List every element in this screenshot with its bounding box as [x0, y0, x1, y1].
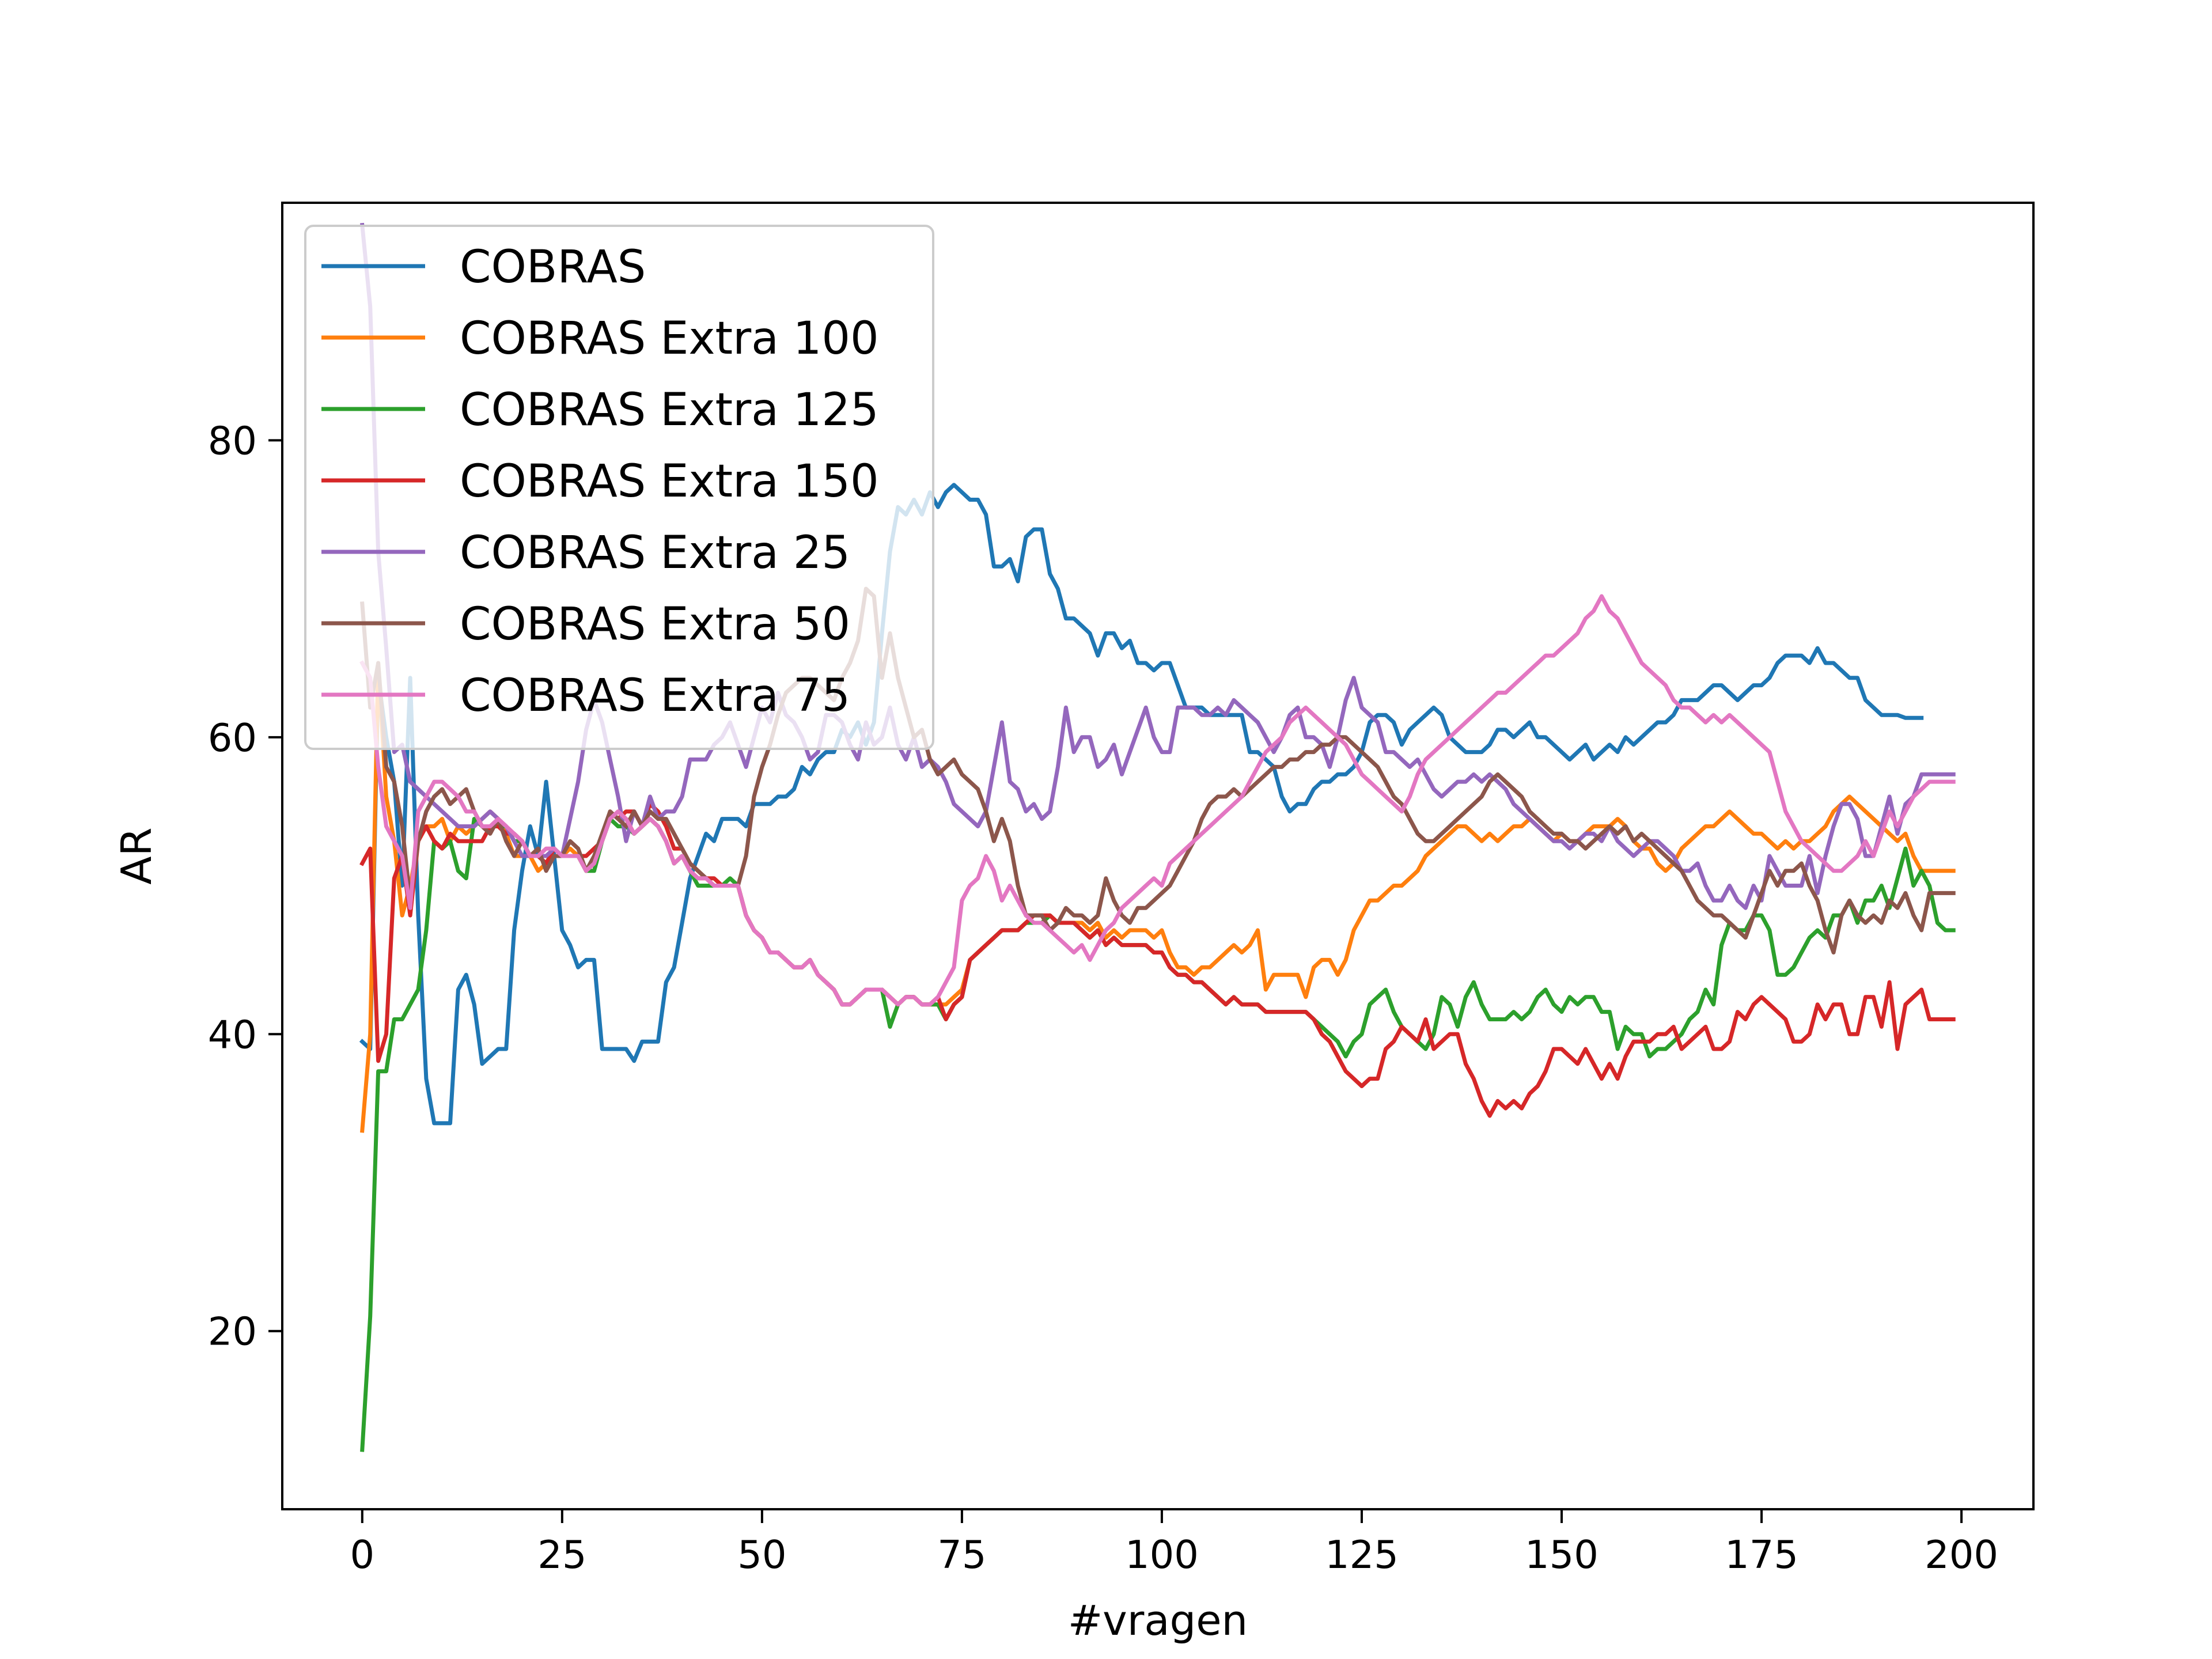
- legend-label-cobras-extra-25: COBRAS Extra 25: [460, 527, 850, 579]
- legend-label-cobras-extra-50: COBRAS Extra 50: [460, 599, 850, 650]
- series-line-cobras: [359, 483, 1924, 1126]
- x-tick-label: 50: [737, 1532, 786, 1577]
- x-tick-label: 150: [1525, 1532, 1599, 1577]
- legend-label-cobras-extra-100: COBRAS Extra 100: [460, 313, 879, 365]
- y-tick-label: 80: [208, 418, 257, 463]
- x-tick-label: 125: [1325, 1532, 1399, 1577]
- series-line-cobras-extra-75: [359, 594, 1956, 1007]
- series-line-cobras-extra-150: [359, 802, 1956, 1118]
- legend-box: [304, 225, 934, 750]
- y-axis-title: AR: [112, 827, 161, 884]
- legend-label-cobras-extra-125: COBRAS Extra 125: [460, 384, 879, 436]
- plot-frame: [281, 202, 2035, 1510]
- x-axis-title: #vragen: [1068, 1596, 1248, 1645]
- x-axis: 0 25 50 75 100 125 150 175 200: [350, 1509, 1998, 1577]
- legend-label-cobras: COBRAS: [460, 241, 646, 293]
- series-line-cobras-extra-25: [359, 222, 1956, 910]
- legend-label-cobras-extra-75: COBRAS Extra 75: [460, 670, 850, 722]
- x-tick-label: 25: [537, 1532, 586, 1577]
- y-tick-label: 40: [208, 1012, 257, 1057]
- y-axis: 20 40 60 80: [208, 418, 282, 1354]
- plot-lines: [359, 222, 1956, 1452]
- x-tick-label: 75: [937, 1532, 986, 1577]
- x-tick-label: 0: [350, 1532, 374, 1577]
- y-tick-label: 60: [208, 715, 257, 760]
- x-tick-label: 200: [1925, 1532, 1998, 1577]
- x-tick-label: 175: [1725, 1532, 1798, 1577]
- legend-label-cobras-extra-150: COBRAS Extra 150: [460, 456, 879, 507]
- y-tick-label: 20: [208, 1309, 257, 1354]
- x-tick-label: 100: [1125, 1532, 1199, 1577]
- legend: COBRAS COBRAS Extra 100 COBRAS Extra 125 CO…: [304, 225, 934, 750]
